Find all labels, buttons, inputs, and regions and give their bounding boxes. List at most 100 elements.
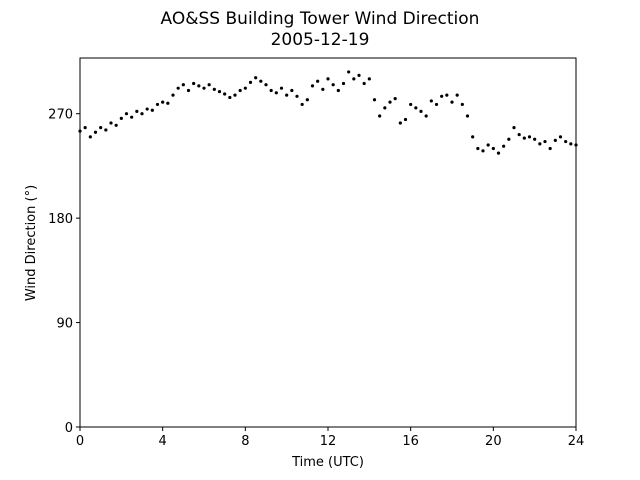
y-axis-label: Wind Direction (°) [24, 185, 39, 301]
data-point [140, 112, 144, 116]
data-point [104, 128, 108, 132]
data-point [119, 116, 123, 120]
chart-subtitle: 2005-12-19 [271, 30, 370, 50]
data-point [481, 149, 485, 153]
data-point [166, 101, 170, 105]
data-point [414, 106, 418, 110]
data-point [383, 106, 387, 110]
data-point [517, 132, 521, 137]
x-tick-label: 16 [402, 434, 419, 449]
data-point [285, 93, 289, 97]
data-point [212, 87, 216, 91]
data-point [279, 86, 284, 90]
data-point [217, 90, 222, 94]
data-point [429, 99, 433, 103]
data-point [243, 86, 247, 90]
data-point [471, 135, 475, 139]
data-point [197, 84, 201, 88]
data-point [558, 135, 563, 139]
data-point [347, 70, 351, 74]
data-point [186, 88, 191, 93]
data-point [362, 81, 366, 86]
data-point [88, 135, 92, 139]
data-point [254, 76, 258, 80]
data-point [440, 94, 444, 98]
data-point [124, 112, 129, 116]
y-tick-label: 270 [48, 108, 73, 123]
data-point [496, 151, 501, 155]
data-point [114, 123, 118, 127]
data-point [419, 109, 423, 113]
data-point [326, 77, 330, 81]
data-point [233, 93, 237, 97]
data-point [507, 137, 511, 141]
data-point [378, 114, 382, 118]
data-point [533, 137, 537, 141]
data-point [403, 117, 408, 122]
data-point [388, 100, 392, 104]
data-point [486, 143, 490, 147]
data-point [434, 102, 439, 107]
data-point [445, 93, 449, 97]
data-point [290, 88, 294, 93]
data-point [465, 114, 470, 118]
data-point [181, 83, 185, 87]
data-point [155, 102, 160, 107]
data-point [310, 84, 315, 88]
data-point [135, 109, 139, 113]
data-point [269, 88, 273, 93]
data-point [99, 126, 103, 130]
data-point [548, 146, 552, 151]
y-tick-label: 90 [56, 317, 73, 332]
data-point [321, 87, 325, 91]
data-point [393, 97, 397, 101]
data-point [109, 121, 113, 125]
data-point [150, 108, 154, 112]
x-tick-label: 20 [485, 434, 502, 449]
data-point [228, 95, 232, 100]
data-point [171, 93, 175, 97]
data-point [161, 100, 165, 104]
x-tick-label: 4 [159, 434, 167, 449]
data-point [331, 83, 335, 87]
data-point [512, 126, 516, 130]
x-tick-label: 24 [568, 434, 585, 449]
data-point [336, 88, 340, 93]
data-point [93, 130, 98, 134]
data-point [83, 126, 87, 130]
data-point [192, 81, 196, 86]
data-point [538, 142, 542, 146]
data-point [455, 93, 459, 97]
data-point [367, 77, 371, 81]
data-point [238, 88, 242, 93]
data-point [248, 80, 253, 84]
data-point [553, 138, 557, 142]
data-point [424, 114, 428, 118]
data-point [78, 129, 82, 133]
data-point [130, 115, 134, 119]
data-point [259, 79, 263, 83]
y-tick-label: 0 [65, 421, 73, 436]
data-point [352, 77, 356, 81]
data-point [564, 139, 568, 144]
data-point [223, 92, 227, 96]
data-point [398, 121, 402, 125]
data-point [450, 100, 454, 104]
chart-title: AO&SS Building Tower Wind Direction [161, 9, 480, 29]
data-point [305, 98, 309, 102]
data-point [295, 94, 299, 98]
data-point [372, 98, 377, 102]
data-point [145, 107, 149, 111]
plot-frame [79, 57, 577, 428]
x-tick-label: 0 [76, 434, 84, 449]
data-point [522, 136, 526, 140]
data-point [202, 86, 206, 90]
data-point [574, 143, 578, 147]
data-point [300, 102, 304, 107]
data-point [341, 81, 346, 86]
x-axis-label: Time (UTC) [291, 455, 364, 470]
data-point [543, 139, 547, 144]
data-point [491, 146, 495, 151]
data-point [476, 146, 480, 151]
